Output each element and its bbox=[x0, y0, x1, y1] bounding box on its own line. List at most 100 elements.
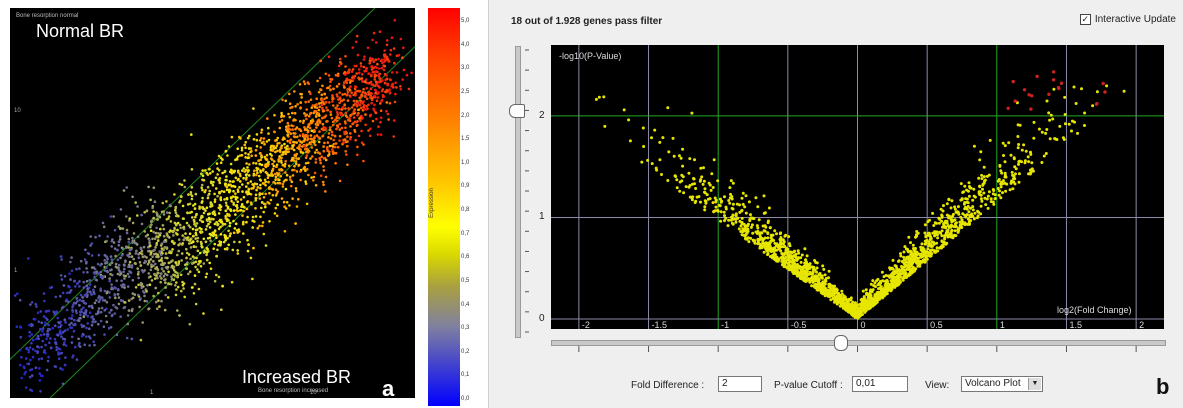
scatter-a-point bbox=[374, 73, 377, 76]
scatter-a-point bbox=[253, 169, 256, 172]
scatter-a-point bbox=[67, 285, 70, 288]
scatter-a-svg: Bone resorption normal Bone resorption i… bbox=[10, 8, 415, 398]
scatter-a-point bbox=[198, 260, 201, 263]
scatter-a-point bbox=[401, 78, 404, 81]
scatter-a-point bbox=[349, 81, 352, 84]
volcano-point bbox=[780, 238, 783, 241]
pvalue-slider-thumb[interactable] bbox=[509, 104, 525, 118]
volcano-point bbox=[1021, 149, 1024, 152]
volcano-point bbox=[916, 265, 919, 268]
scatter-a-point bbox=[361, 94, 364, 97]
checkbox-icon[interactable]: ✓ bbox=[1080, 14, 1091, 25]
volcano-point bbox=[1010, 154, 1013, 157]
scatter-a-point bbox=[131, 266, 134, 269]
volcano-point bbox=[840, 303, 843, 306]
scatter-a-point bbox=[334, 135, 337, 138]
scatter-a-point bbox=[287, 122, 290, 125]
scatter-a-point bbox=[283, 201, 286, 204]
scatter-a-point bbox=[121, 254, 124, 257]
scatter-a-point bbox=[377, 125, 380, 128]
volcano-point bbox=[712, 201, 715, 204]
scatter-a-point bbox=[215, 177, 218, 180]
scatter-a-point bbox=[408, 88, 411, 91]
volcano-point bbox=[903, 262, 906, 265]
scatter-a-point bbox=[103, 325, 106, 328]
view-select[interactable]: Volcano Plot ▼ bbox=[961, 376, 1043, 392]
volcano-point bbox=[983, 175, 986, 178]
volcano-point bbox=[660, 173, 663, 176]
interactive-update-toggle[interactable]: ✓ Interactive Update bbox=[1080, 14, 1176, 25]
volcano-point bbox=[828, 270, 831, 273]
scatter-a-point bbox=[293, 159, 296, 162]
scatter-a-point bbox=[325, 106, 328, 109]
scatter-a-point bbox=[177, 250, 180, 253]
volcano-point bbox=[891, 281, 894, 284]
volcano-point bbox=[793, 269, 796, 272]
volcano-point bbox=[751, 232, 754, 235]
scatter-a-point bbox=[171, 240, 174, 243]
scatter-a-point bbox=[291, 144, 294, 147]
volcano-point bbox=[937, 217, 940, 220]
scatter-a-point bbox=[68, 317, 71, 320]
scatter-a-point bbox=[38, 367, 41, 370]
scatter-a-point bbox=[157, 232, 160, 235]
volcano-point bbox=[797, 252, 800, 255]
scatter-a-point bbox=[317, 124, 320, 127]
scatter-a-point bbox=[214, 243, 217, 246]
scatter-a-point bbox=[300, 151, 303, 154]
scatter-a-point bbox=[60, 332, 63, 335]
scatter-a-point bbox=[151, 219, 154, 222]
scatter-a-point bbox=[186, 261, 189, 264]
volcano-point bbox=[919, 254, 922, 257]
scatter-a-point bbox=[287, 150, 290, 153]
volcano-point bbox=[629, 139, 632, 142]
scatter-a-point bbox=[332, 88, 335, 91]
panel-letter-a: a bbox=[382, 376, 394, 402]
scatter-a-point bbox=[27, 351, 30, 354]
scatter-a-point bbox=[246, 201, 249, 204]
scatter-a-point bbox=[349, 138, 352, 141]
scatter-a-point bbox=[193, 261, 196, 264]
scatter-a-point bbox=[377, 81, 380, 84]
fold-difference-input[interactable]: 2 bbox=[718, 376, 762, 392]
volcano-point bbox=[723, 195, 726, 198]
scatter-a-point bbox=[268, 220, 271, 223]
volcano-point bbox=[915, 233, 918, 236]
volcano-point bbox=[1064, 113, 1067, 116]
volcano-point bbox=[680, 157, 683, 160]
scatter-a-point bbox=[77, 338, 80, 341]
scatter-a-point bbox=[389, 53, 392, 56]
scatter-a-point bbox=[120, 208, 123, 211]
volcano-point bbox=[962, 190, 965, 193]
scatter-a-point bbox=[117, 289, 120, 292]
scatter-a-point bbox=[384, 91, 387, 94]
volcano-point bbox=[806, 254, 809, 257]
scatter-a-point bbox=[133, 232, 136, 235]
pvalue-cutoff-input[interactable]: 0,01 bbox=[852, 376, 908, 392]
volcano-point bbox=[950, 230, 953, 233]
pvalue-cutoff-label: P-value Cutoff : bbox=[774, 380, 843, 391]
volcano-point bbox=[953, 234, 956, 237]
volcano-point bbox=[902, 271, 905, 274]
volcano-point bbox=[971, 205, 974, 208]
scatter-a-point bbox=[100, 275, 103, 278]
scatter-a-point bbox=[72, 310, 75, 313]
volcano-point bbox=[766, 253, 769, 256]
pvalue-slider-track[interactable] bbox=[515, 46, 521, 338]
scatter-a-point bbox=[108, 280, 111, 283]
scatter-a-point bbox=[346, 145, 349, 148]
scatter-a-point bbox=[36, 345, 39, 348]
scatter-a-point bbox=[245, 185, 248, 188]
chevron-down-icon[interactable]: ▼ bbox=[1028, 378, 1041, 390]
volcano-point bbox=[699, 167, 702, 170]
filter-controls: Fold Difference : 2 P-value Cutoff : 0,0… bbox=[489, 375, 1183, 397]
scatter-a-point bbox=[166, 274, 169, 277]
scatter-a-point bbox=[258, 175, 261, 178]
scatter-a-point bbox=[111, 314, 114, 317]
scatter-a-point bbox=[192, 204, 195, 207]
scatter-a-point bbox=[241, 154, 244, 157]
scatter-a-point bbox=[259, 187, 262, 190]
scatter-a-point bbox=[223, 198, 226, 201]
volcano-point bbox=[902, 251, 905, 254]
scatter-a-point bbox=[250, 201, 253, 204]
